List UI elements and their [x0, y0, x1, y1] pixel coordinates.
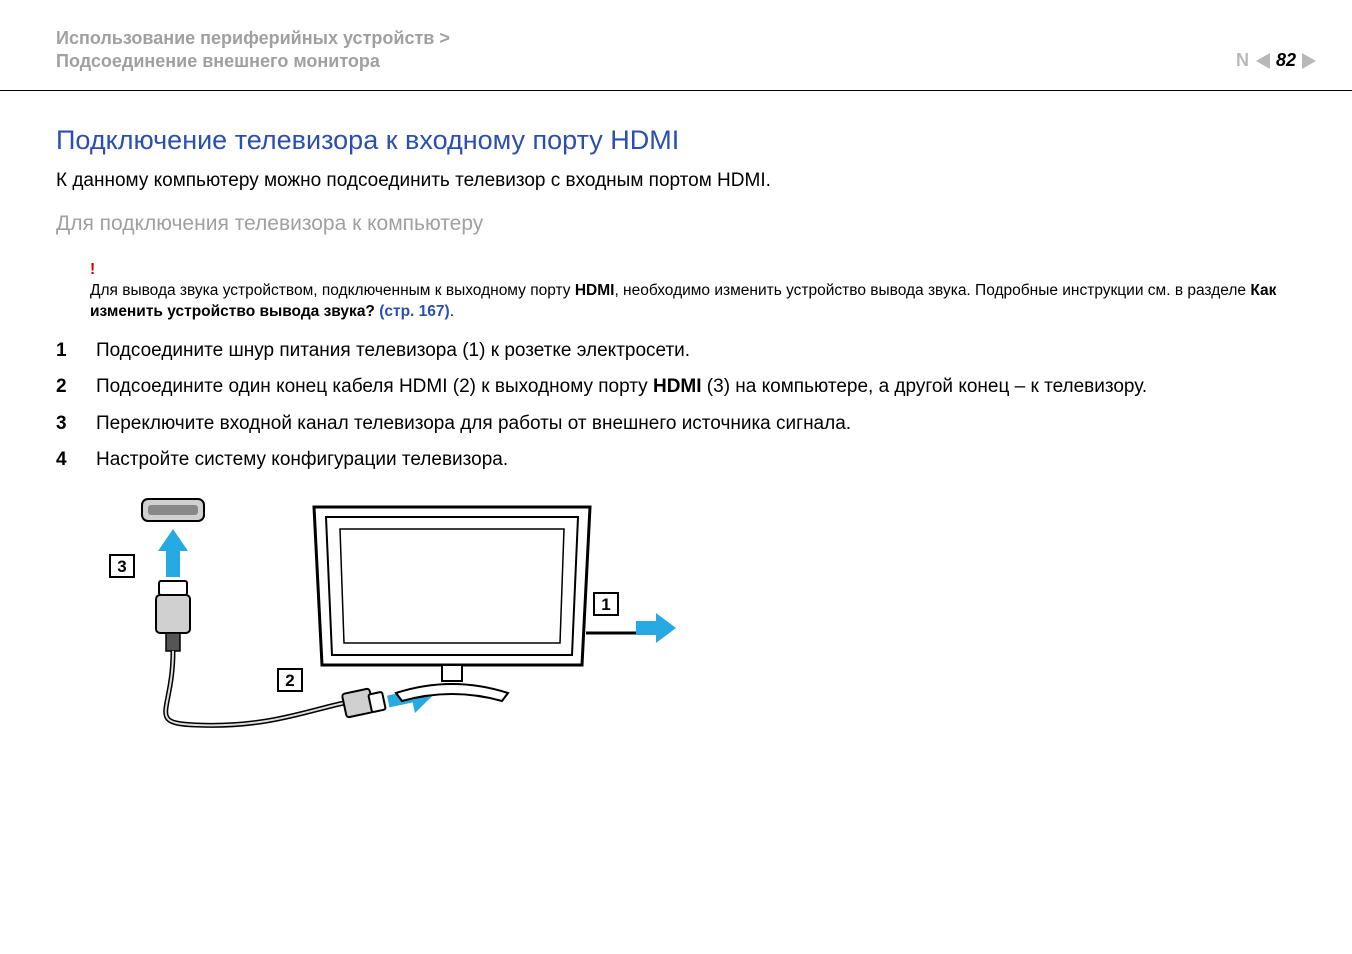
svg-text:3: 3 [117, 557, 126, 576]
step-text: Подсоедините шнур питания телевизора (1)… [96, 340, 690, 361]
hdmi-port-icon [142, 499, 204, 521]
hdmi-cable-icon [166, 651, 344, 725]
svg-text:2: 2 [285, 671, 294, 690]
note-part1: Для вывода звука устройством, подключенн… [90, 282, 575, 299]
hdmi-connector-icon [156, 581, 190, 651]
note-part3: . [450, 303, 454, 320]
note-part2: , необходимо изменить устройство вывода … [614, 282, 1250, 299]
page-number: 82 [1276, 50, 1296, 71]
page-content: Подключение телевизора к входному порту … [0, 91, 1352, 758]
step-text: Переключите входной канал телевизора для… [96, 413, 851, 434]
step-item: Подсоедините шнур питания телевизора (1)… [56, 337, 1288, 366]
step-text-bold: HDMI [653, 376, 702, 397]
step-text: Настройте систему конфигурации телевизор… [96, 449, 508, 470]
arrow-up-icon [158, 529, 188, 577]
steps-list: Подсоедините шнур питания телевизора (1)… [56, 337, 1288, 475]
step-item: Настройте систему конфигурации телевизор… [56, 446, 1288, 475]
page-header: Использование периферийных устройств > П… [0, 0, 1352, 90]
diagram-label-1: 1 [594, 593, 618, 615]
note-page-link[interactable]: (стр. 167) [375, 303, 450, 320]
breadcrumb-line-2: Подсоединение внешнего монитора [56, 51, 1352, 72]
step-item: Переключите входной канал телевизора для… [56, 410, 1288, 439]
arrow-right-icon [636, 613, 676, 643]
sub-heading: Для подключения телевизора к компьютеру [56, 212, 1288, 236]
nav-n-label: N [1236, 50, 1248, 71]
connection-diagram: 3 [96, 493, 1288, 758]
prev-page-icon[interactable] [1256, 53, 1270, 69]
diagram-label-3: 3 [110, 555, 134, 577]
step-text-pre: Подсоедините один конец кабеля HDMI (2) … [96, 376, 653, 397]
intro-text: К данному компьютеру можно подсоединить … [56, 170, 1288, 192]
step-item: Подсоедините один конец кабеля HDMI (2) … [56, 373, 1288, 402]
page-title: Подключение телевизора к входному порту … [56, 125, 1288, 156]
breadcrumb-line-1: Использование периферийных устройств > [56, 28, 1352, 49]
hdmi-connector-b-icon [342, 688, 386, 717]
warning-icon: ! [90, 260, 1288, 281]
step-text-post: (3) на компьютере, а другой конец – к те… [702, 376, 1148, 397]
note-bold1: HDMI [575, 282, 615, 299]
page-nav: N 82 [1236, 50, 1316, 71]
next-page-icon[interactable] [1302, 53, 1316, 69]
tv-icon [314, 507, 590, 701]
warning-note: ! Для вывода звука устройством, подключе… [90, 260, 1288, 323]
svg-text:1: 1 [601, 595, 610, 614]
diagram-label-2: 2 [278, 669, 302, 691]
